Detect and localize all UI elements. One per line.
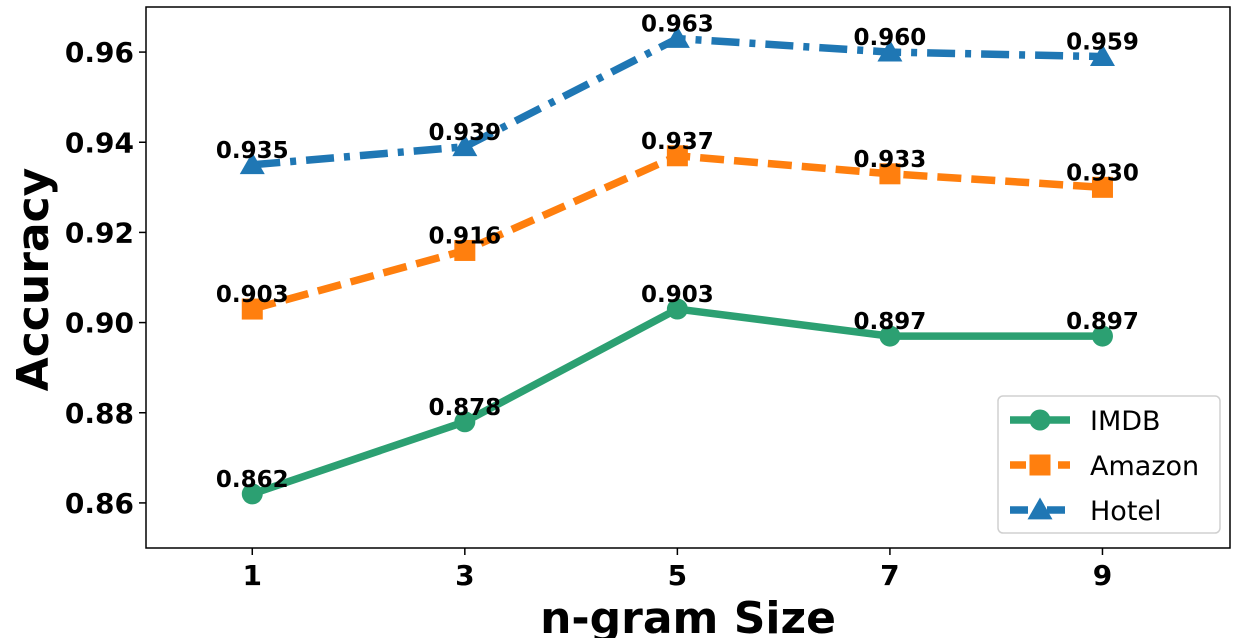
data-point-amazon: [1091, 176, 1113, 198]
data-point-imdb: [879, 325, 901, 347]
data-point-amazon: [666, 145, 688, 167]
y-tick-label: 0.92: [65, 216, 134, 249]
y-tick-label: 0.96: [65, 36, 134, 69]
x-tick-label: 7: [880, 559, 899, 592]
data-label-imdb: 0.878: [428, 395, 501, 421]
data-point-imdb: [666, 298, 688, 320]
data-label-amazon: 0.903: [216, 282, 289, 308]
data-label-imdb: 0.903: [641, 282, 714, 308]
x-tick-label: 3: [455, 559, 474, 592]
legend-item-imdb: IMDB: [1010, 406, 1161, 437]
data-point-amazon: [454, 239, 476, 261]
legend-label-hotel: Hotel: [1090, 496, 1162, 527]
legend: IMDB Amazon Hotel: [997, 395, 1221, 534]
legend-box: [997, 395, 1221, 534]
data-point-hotel: [239, 152, 265, 175]
data-point-amazon: [879, 163, 901, 185]
data-label-hotel: 0.959: [1066, 30, 1139, 56]
data-label-hotel: 0.963: [641, 12, 714, 38]
y-tick-label: 0.88: [65, 397, 134, 430]
data-label-amazon: 0.933: [854, 147, 927, 173]
plot-marks: 0.862 0.878 0.903 0.897 0.897 0.903 0.916 0.937…: [216, 12, 1139, 505]
data-label-amazon: 0.916: [428, 223, 501, 249]
x-tick-label: 9: [1093, 559, 1112, 592]
data-label-hotel: 0.935: [216, 138, 289, 164]
y-tick-label: 0.94: [65, 126, 134, 159]
data-label-amazon: 0.930: [1066, 160, 1139, 186]
x-axis-title: n-gram Size: [540, 593, 836, 638]
series-line-imdb: [251, 305, 1103, 498]
data-label-imdb: 0.897: [854, 309, 927, 335]
data-point-hotel: [877, 39, 903, 62]
x-axis: 1 3 5 7 9: [243, 548, 1112, 592]
x-tick-label: 5: [668, 559, 687, 592]
data-label-hotel: 0.960: [854, 25, 927, 51]
series-imdb: 0.862 0.878 0.903 0.897 0.897: [216, 282, 1139, 505]
legend-marker-amazon: [1029, 454, 1051, 476]
series-hotel: 0.935 0.939 0.963 0.960 0.959: [216, 12, 1139, 175]
y-axis: 0.86 0.88 0.90 0.92 0.94 0.96: [65, 36, 146, 520]
data-point-hotel: [1089, 44, 1115, 66]
plot-frame: [145, 6, 1231, 549]
y-tick-label: 0.86: [65, 487, 134, 520]
data-label-amazon: 0.937: [641, 129, 714, 155]
data-point-imdb: [241, 483, 263, 505]
y-tick-label: 0.90: [65, 307, 134, 340]
legend-label-amazon: Amazon: [1090, 451, 1199, 482]
legend-item-hotel: Hotel: [1010, 496, 1162, 527]
data-label-imdb: 0.862: [216, 467, 289, 493]
data-point-imdb: [1091, 325, 1113, 347]
legend-marker-hotel: [1027, 497, 1053, 520]
legend-item-amazon: Amazon: [1010, 451, 1199, 482]
data-point-amazon: [241, 298, 263, 320]
x-tick-label: 1: [243, 559, 262, 592]
legend-marker-imdb: [1029, 409, 1051, 431]
data-point-hotel: [664, 26, 690, 48]
data-label-imdb: 0.897: [1066, 309, 1139, 335]
data-point-hotel: [452, 134, 478, 157]
data-point-imdb: [454, 411, 476, 433]
data-label-hotel: 0.939: [428, 120, 501, 146]
legend-label-imdb: IMDB: [1090, 406, 1161, 437]
y-axis-title: Accuracy: [8, 168, 59, 392]
series-amazon: 0.903 0.916 0.937 0.933 0.930: [216, 129, 1139, 320]
